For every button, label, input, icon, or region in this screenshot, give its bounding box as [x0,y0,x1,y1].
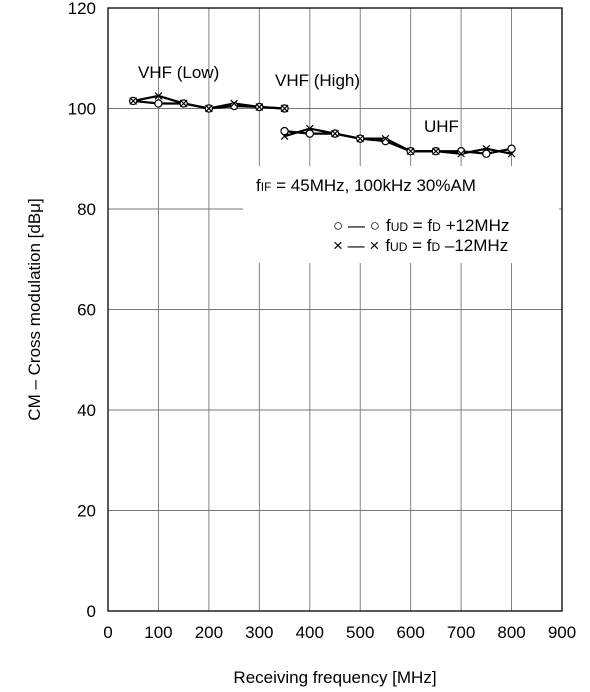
legend-sub2: D [432,220,441,234]
data-point-cross [280,104,289,113]
legend-f: f [385,236,390,255]
data-point-cross [356,134,365,143]
legend-rest: –12MHz [440,236,508,255]
y-tick-label: 80 [77,200,96,219]
condition-label: fIF = 45MHz, 100kHz 30%AM [256,176,476,195]
data-point-cross [230,99,238,108]
cross-stroke [356,134,365,143]
data-point-cross [205,104,213,113]
cross-stroke [305,124,314,133]
x-tick-label: 100 [144,623,172,642]
cross-stroke [230,99,238,108]
x-tick-label: 600 [396,623,424,642]
data-point-cross [305,124,314,133]
band-label-uhf: UHF [424,117,459,136]
x-tick-label: 300 [245,623,273,642]
x-tick-label: 0 [103,623,112,642]
data-point-circle [305,129,314,138]
condition-f: f [256,176,261,195]
cross-stroke [381,134,390,143]
legend-rest: +12MHz [441,216,510,235]
legend-marker-circle: ○ — ○ [333,216,380,235]
data-point-cross [457,149,465,158]
cross-stroke [280,104,289,113]
data-point-cross [129,97,138,105]
x-tick-labels: 0 100 200 300 400 500 600 700 800 900 [103,623,576,642]
data-point-cross [255,103,264,111]
data-point-circle [154,99,163,108]
cross-stroke [205,104,213,113]
cross-stroke [154,92,163,100]
condition-rest: = 45MHz, 100kHz 30%AM [271,176,476,195]
data-point-cross [154,92,163,100]
series-line-cross [284,127,512,155]
x-tick-label: 500 [346,623,374,642]
plot-frame [107,7,563,612]
legend-entry-plus-12mhz: ○ — ○ fUD = fD +12MHz [333,216,509,235]
series-layer [129,92,516,158]
cross-stroke [280,132,289,140]
y-tick-label: 60 [77,301,96,320]
y-tick-label: 100 [68,100,96,119]
y-tick-label: 0 [87,602,96,621]
legend-mid: = f [407,236,431,255]
data-point-circle [229,101,239,111]
legend-entry-minus-12mhz: × — × fUD = fD –12MHz [333,236,508,255]
legend-marker-cross: × — × [333,236,379,255]
x-tick-label: 900 [548,623,576,642]
series-line-circle [284,130,512,155]
legend-sub2: D [432,240,441,254]
data-point-circle [456,147,466,156]
cross-stroke [457,149,465,158]
data-point-circle [482,149,491,158]
cross-stroke [432,147,440,156]
band-label-vhf-low: VHF (Low) [138,63,219,82]
data-point-cross [381,134,390,143]
x-axis-title: Receiving frequency [MHz] [233,668,436,687]
data-point-cross [331,129,339,138]
cross-stroke [406,147,415,156]
data-point-cross [179,99,188,108]
band-label-vhf-high: VHF (High) [275,71,360,90]
cross-stroke [482,144,491,153]
x-tick-label: 800 [497,623,525,642]
data-point-circle [381,136,390,146]
y-tick-labels: 0 20 40 60 80 100 120 [68,0,96,621]
legend-f: f [386,216,391,235]
legend-mid: = f [408,216,432,235]
cross-stroke [255,103,264,111]
data-point-cross [280,132,289,140]
y-tick-label: 40 [77,401,96,420]
y-axis-title: CM – Cross modulation [dBμ] [25,198,44,420]
x-tick-label: 400 [296,623,324,642]
cross-stroke [331,129,339,138]
data-point-cross [507,149,516,158]
data-point-circle [507,144,516,153]
condition-sub: IF [261,180,272,194]
cross-stroke [179,99,188,108]
data-point-cross [406,147,415,156]
x-tick-label: 200 [195,623,223,642]
y-tick-label: 120 [68,0,96,18]
cross-stroke [507,149,516,158]
legend-sub: UD [391,220,409,234]
y-tick-label: 20 [77,502,96,521]
grid [107,7,563,612]
data-point-circle [280,126,289,136]
data-point-cross [482,144,491,153]
legend-sub: UD [390,240,408,254]
x-tick-label: 700 [447,623,475,642]
annotation-background [243,166,559,263]
data-point-cross [432,147,440,156]
cross-stroke [129,97,138,105]
